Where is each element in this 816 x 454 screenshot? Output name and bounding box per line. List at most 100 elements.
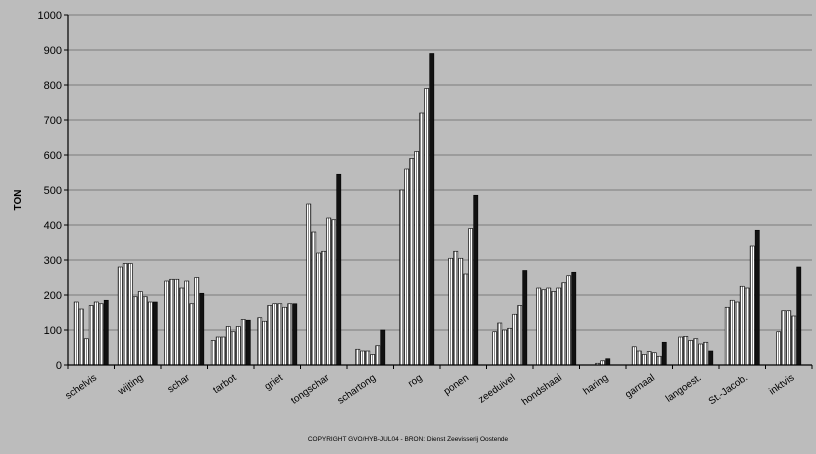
bar <box>754 229 760 366</box>
x-tick-label: tongschar <box>289 372 332 407</box>
bar <box>287 303 293 366</box>
bar <box>184 280 190 366</box>
bar <box>507 327 513 366</box>
bar <box>103 299 109 366</box>
bar <box>220 336 226 366</box>
bar-group <box>492 270 528 366</box>
bar-group <box>536 271 577 366</box>
x-tick-label: zeeduivel <box>477 372 518 405</box>
bar <box>262 320 268 366</box>
bar <box>605 358 611 366</box>
y-tick-label: 1000 <box>38 10 62 22</box>
y-tick-label: 900 <box>44 45 62 57</box>
bar <box>142 296 148 366</box>
bar <box>571 271 577 366</box>
bar <box>463 273 469 366</box>
x-tick-label: schar <box>166 372 193 395</box>
bar-group <box>678 335 714 366</box>
bar <box>683 335 689 366</box>
x-tick-label: garnaal <box>623 372 657 400</box>
bar <box>370 354 376 366</box>
bar <box>215 336 221 366</box>
bar <box>512 313 518 366</box>
bar <box>776 331 782 366</box>
bar-group <box>355 329 386 366</box>
bar-group <box>73 299 109 366</box>
bar <box>169 278 175 366</box>
bar <box>78 308 84 366</box>
bar <box>117 266 123 366</box>
bar <box>132 296 138 366</box>
bar <box>693 338 699 366</box>
bar <box>661 341 667 366</box>
bar-group <box>306 173 342 366</box>
bar <box>331 219 337 366</box>
bar <box>164 280 170 366</box>
bar <box>282 306 288 366</box>
bar <box>641 354 647 366</box>
bar <box>336 173 342 366</box>
bar <box>468 228 474 366</box>
bar-group <box>448 194 479 366</box>
y-tick-labels: 0 100 200 300 400 500 600 700 800 900 1000 <box>38 10 62 372</box>
bar <box>404 168 410 366</box>
bar <box>541 289 547 366</box>
bar <box>473 194 479 366</box>
bar <box>656 355 662 366</box>
y-tick-label: 400 <box>44 220 62 232</box>
bar <box>194 277 200 366</box>
bar <box>83 338 89 366</box>
y-tick-label: 700 <box>44 115 62 127</box>
bar <box>127 263 133 366</box>
bar <box>414 151 420 366</box>
bar <box>199 292 205 366</box>
x-tick-label: rog <box>406 372 424 389</box>
bar <box>522 270 528 366</box>
bars <box>73 53 802 366</box>
x-tick-label: schartong <box>336 372 378 406</box>
bar <box>796 266 802 366</box>
bar <box>245 319 251 366</box>
bar <box>316 252 322 366</box>
bar <box>409 158 415 366</box>
y-tick-label: 800 <box>44 80 62 92</box>
bar <box>429 53 435 366</box>
bar <box>791 315 797 366</box>
bar <box>631 346 637 366</box>
bar <box>355 348 361 366</box>
bar <box>179 287 185 366</box>
bar-group <box>164 277 205 366</box>
bar <box>257 317 263 366</box>
bar <box>561 282 567 366</box>
bar <box>556 287 562 366</box>
x-tick-label: hondshaai <box>520 372 564 407</box>
axes <box>64 14 813 369</box>
bar <box>492 331 498 366</box>
copyright-footer: COPYRIGHT GVO/HYB-JUL04 - BRON: Dienst Z… <box>307 436 509 443</box>
bar <box>688 340 694 366</box>
bar <box>73 301 79 366</box>
bar <box>708 350 714 366</box>
bar <box>419 112 425 366</box>
x-tick-label: ponen <box>442 372 471 397</box>
bar <box>360 350 366 366</box>
bar <box>734 301 740 366</box>
bar <box>458 257 464 366</box>
x-tick-label: griet <box>263 372 285 392</box>
x-tick-labels: schelvis wijting schar tarbot griet tongschar… <box>64 372 797 408</box>
bar <box>786 310 792 366</box>
x-tick-label: haring <box>581 372 610 397</box>
bar <box>566 275 572 366</box>
bar-group <box>399 53 435 366</box>
bar <box>152 301 158 366</box>
y-tick-label: 0 <box>56 360 62 372</box>
bar <box>326 217 332 366</box>
bar <box>781 310 787 366</box>
bar <box>174 278 180 366</box>
bar-group <box>210 319 251 366</box>
bar <box>536 287 542 366</box>
y-tick-label: 100 <box>44 325 62 337</box>
bar <box>646 351 652 366</box>
